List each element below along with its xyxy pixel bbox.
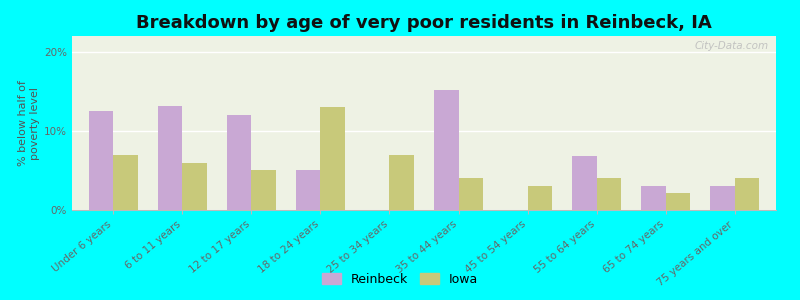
- Bar: [642, 186, 666, 210]
- Bar: [182, 163, 206, 210]
- Bar: [572, 156, 597, 210]
- Text: City-Data.com: City-Data.com: [695, 41, 769, 51]
- Y-axis label: % below half of
poverty level: % below half of poverty level: [18, 80, 40, 166]
- Bar: [458, 178, 482, 210]
- Bar: [251, 170, 276, 210]
- Bar: [158, 106, 182, 210]
- Title: Breakdown by age of very poor residents in Reinbeck, IA: Breakdown by age of very poor residents …: [136, 14, 712, 32]
- Bar: [390, 154, 414, 210]
- Bar: [321, 107, 345, 210]
- Bar: [227, 115, 251, 210]
- Bar: [710, 186, 734, 210]
- Bar: [114, 154, 138, 210]
- Bar: [434, 90, 458, 210]
- Bar: [90, 111, 114, 210]
- Bar: [527, 186, 552, 210]
- Bar: [597, 178, 621, 210]
- Legend: Reinbeck, Iowa: Reinbeck, Iowa: [317, 268, 483, 291]
- Bar: [666, 193, 690, 210]
- Bar: [296, 170, 321, 210]
- Bar: [734, 178, 758, 210]
